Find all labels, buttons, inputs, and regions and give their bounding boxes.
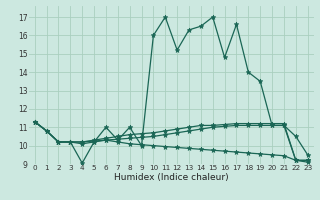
X-axis label: Humidex (Indice chaleur): Humidex (Indice chaleur)	[114, 173, 228, 182]
